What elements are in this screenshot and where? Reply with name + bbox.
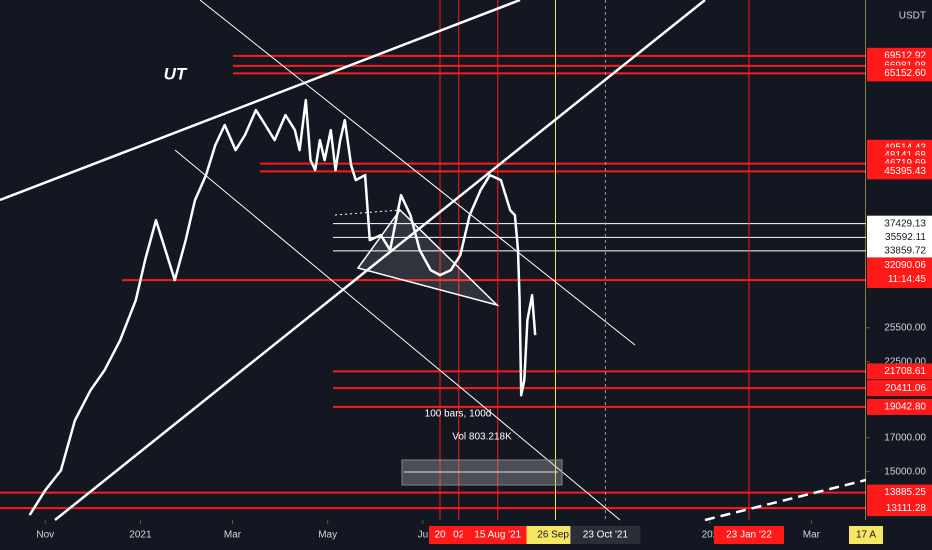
annotation: UT	[164, 64, 188, 83]
level-label-bg	[867, 229, 932, 246]
level-label-bg	[867, 500, 932, 517]
channel-line	[199, 0, 636, 346]
level-label-bg	[867, 163, 932, 180]
level-label-bg	[867, 398, 932, 415]
channel-line	[174, 149, 621, 521]
date-tag: 26 Sep '	[537, 530, 573, 541]
date-tag: 15 Aug '21	[474, 530, 521, 541]
level-label-bg	[867, 363, 932, 380]
x-tick-label: 202	[702, 530, 719, 541]
level-label: 21708.61	[884, 366, 926, 377]
level-label: 35592.11	[885, 232, 926, 243]
date-tag: 17 A	[856, 530, 876, 541]
level-label-bg	[867, 242, 932, 259]
level-label-bg	[867, 380, 932, 397]
level-label: 33859.72	[884, 246, 926, 257]
date-tag: 23 Jan '22	[726, 530, 772, 541]
price-line	[28, 98, 537, 516]
date-tag-bg	[570, 526, 641, 544]
dotted-line	[334, 209, 401, 216]
measure-volume: Vol 803.218K	[452, 432, 512, 443]
date-tag: 20	[434, 530, 446, 541]
x-tick-label: Nov	[36, 530, 54, 541]
date-tag-bg	[713, 526, 784, 544]
level-label: 65152.60	[884, 68, 926, 79]
level-label-bg	[867, 484, 932, 501]
currency: USDT	[899, 11, 926, 22]
level-label-bg	[867, 65, 932, 82]
x-tick-label: Mar	[224, 530, 242, 541]
date-tag-bg	[462, 526, 533, 544]
y-tick-label: 15000.00	[884, 466, 926, 477]
price-label-bg	[867, 257, 932, 288]
countdown: 11:14:45	[888, 274, 927, 285]
date-tag: 23 Oct '21	[583, 530, 629, 541]
y-tick-label: 22500.00	[884, 356, 926, 367]
price-label: 32090.06	[884, 260, 926, 271]
x-tick-label: 2021	[129, 530, 152, 541]
level-label: 13885.25	[884, 487, 926, 498]
level-label: 45395.43	[884, 166, 926, 177]
x-tick-label: May	[318, 530, 337, 541]
y-tick-label: 25500.00	[884, 322, 926, 333]
trend-line	[54, 0, 706, 521]
level-label: 20411.06	[885, 383, 926, 394]
trend-line	[704, 478, 867, 522]
x-tick-label: Ju	[418, 530, 429, 541]
level-label: 37429.13	[884, 218, 926, 229]
level-label: 13111.28	[886, 503, 927, 514]
trend-line	[0, 0, 521, 202]
level-label: 19042.80	[884, 402, 926, 413]
level-label-bg	[867, 215, 932, 232]
date-tag-bg	[429, 526, 452, 544]
x-tick-label: Mar	[803, 530, 821, 541]
level-label: 69512.92	[884, 50, 926, 61]
y-tick-label: 17000.00	[884, 432, 926, 443]
date-tag-bg	[526, 526, 585, 544]
date-tag-bg	[849, 526, 883, 544]
measure-bars: 100 bars, 100d	[425, 409, 492, 420]
date-tag: 02	[453, 530, 465, 541]
